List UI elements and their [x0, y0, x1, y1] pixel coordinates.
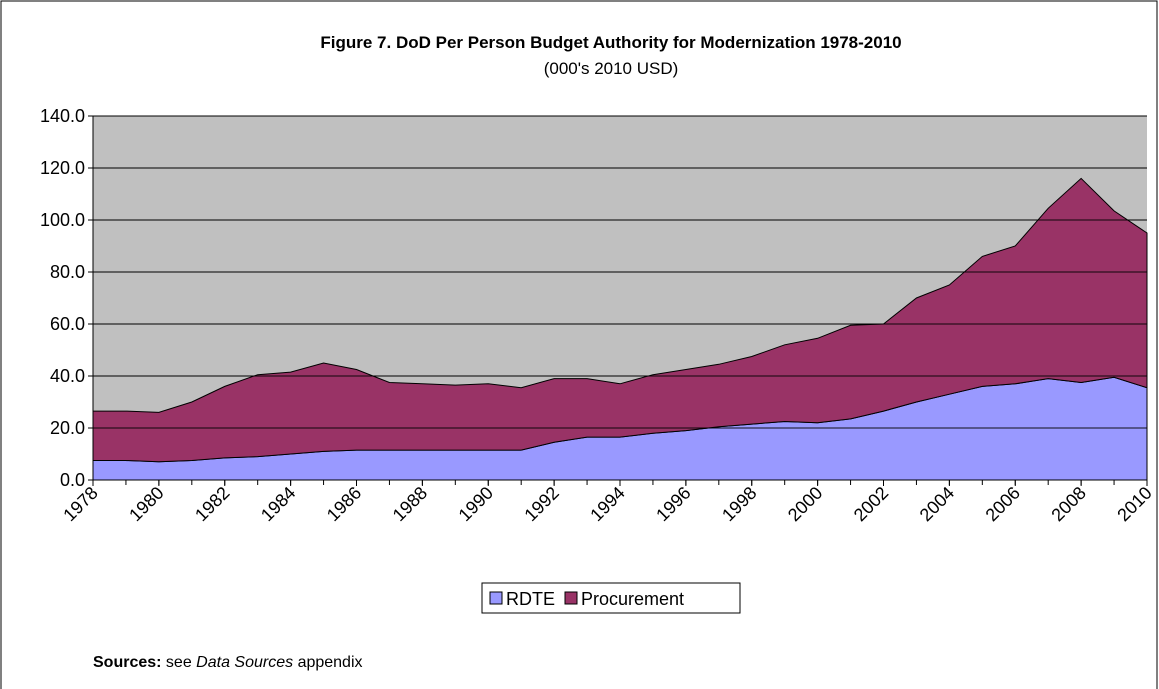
- legend-box: [481, 582, 741, 614]
- y-tick-label: 100.0: [40, 210, 85, 230]
- chart-title: Figure 7. DoD Per Person Budget Authorit…: [320, 33, 901, 52]
- y-tick-label: 0.0: [60, 470, 85, 490]
- legend-swatch: [489, 591, 503, 605]
- y-tick-label: 20.0: [50, 418, 85, 438]
- y-tick-label: 140.0: [40, 106, 85, 126]
- y-tick-label: 60.0: [50, 314, 85, 334]
- sources-note: Sources: see Data Sources appendix: [93, 654, 363, 671]
- legend-swatch: [564, 591, 578, 605]
- legend: RDTE Procurement: [481, 582, 741, 614]
- sources-label: Sources:: [93, 654, 161, 671]
- chart-subtitle: (000's 2010 USD): [544, 59, 679, 78]
- area: [92, 177, 1148, 463]
- y-tick-label: 120.0: [40, 158, 85, 178]
- legend-label: RDTE: [506, 589, 555, 609]
- y-tick-label: 40.0: [50, 366, 85, 386]
- sources-emphasis: Data Sources: [196, 654, 293, 671]
- sources-text: see: [166, 654, 192, 671]
- sources-text: appendix: [298, 654, 363, 671]
- y-tick-label: 80.0: [50, 262, 85, 282]
- legend-label: Procurement: [581, 589, 684, 609]
